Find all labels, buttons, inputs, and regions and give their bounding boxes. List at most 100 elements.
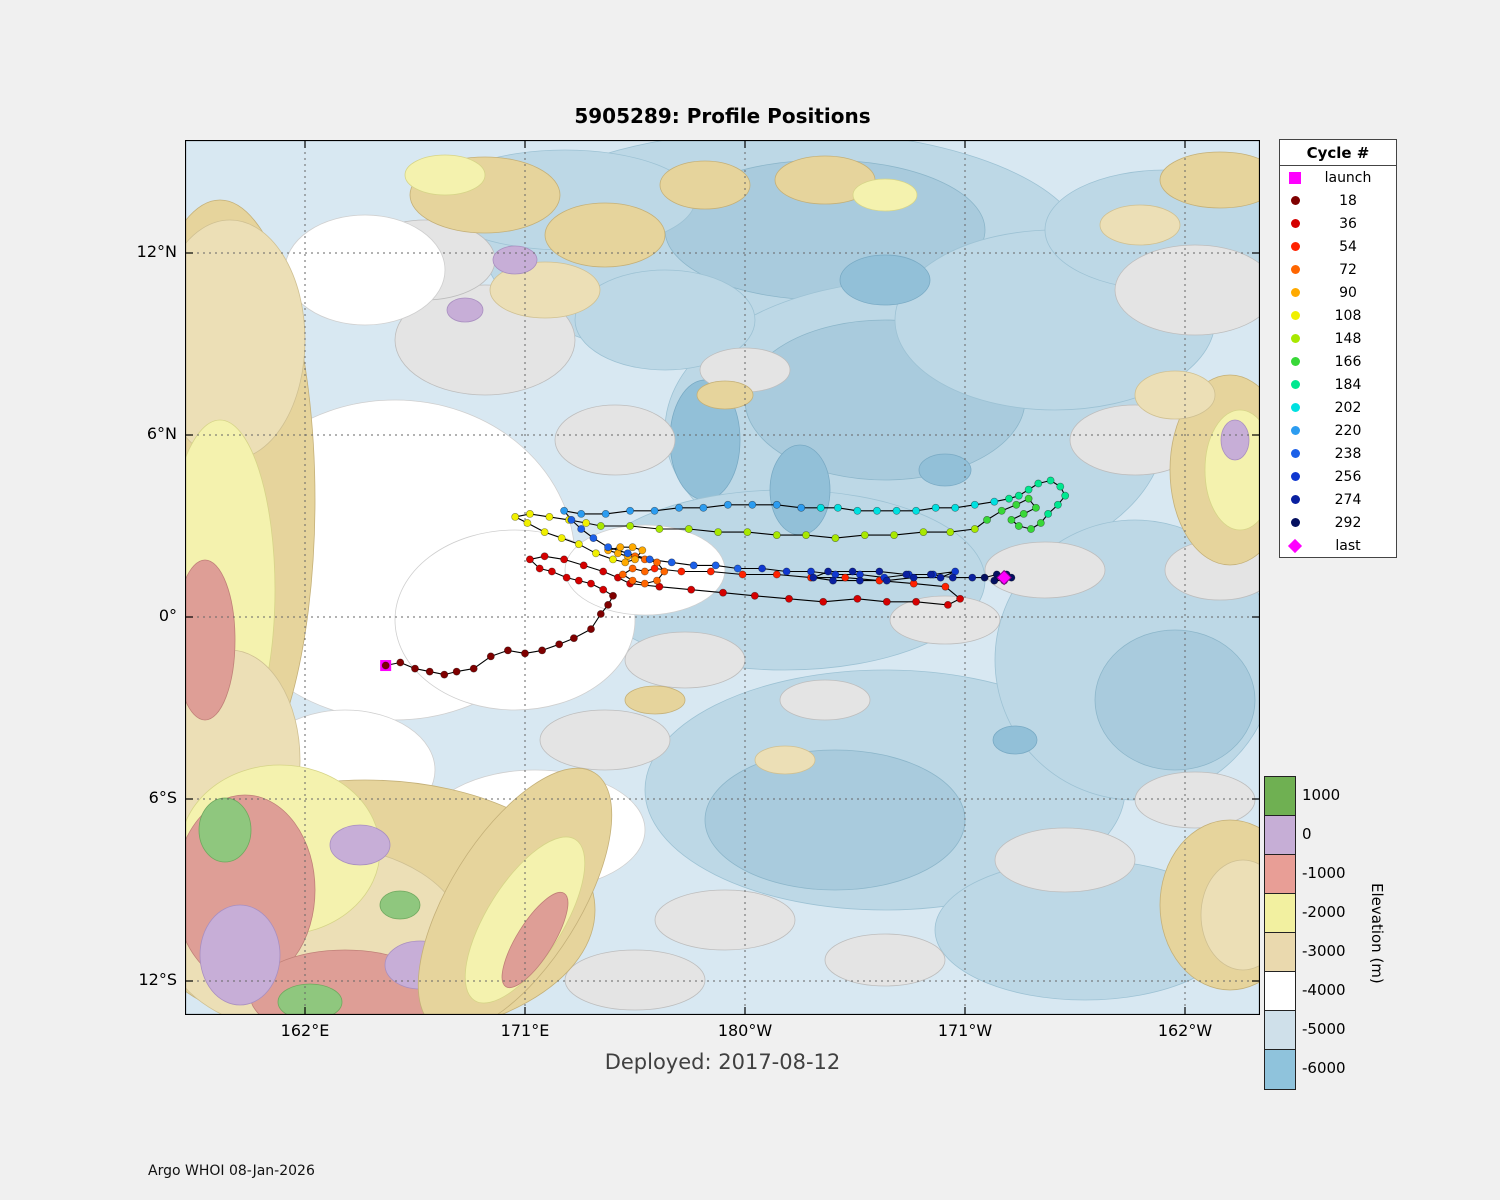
legend-entry-label: 72 (1339, 261, 1357, 278)
profile-marker (1036, 519, 1045, 527)
profile-marker (621, 558, 630, 567)
profile-marker (912, 506, 920, 515)
y-tick-label: 12°N (136, 242, 177, 261)
last-marker (996, 569, 1012, 586)
map-plot (185, 140, 1260, 1015)
profile-marker (882, 576, 891, 585)
legend-entry-label: 54 (1339, 238, 1357, 255)
profile-marker (660, 567, 669, 576)
x-tick-label: 162°W (1157, 1021, 1213, 1040)
profile-marker (841, 573, 850, 582)
profile-marker (980, 573, 989, 582)
legend-entry-label: 256 (1334, 468, 1362, 485)
profile-marker (968, 573, 977, 582)
legend-entry: 292 (1280, 511, 1396, 534)
profile-marker (733, 564, 742, 573)
profile-marker (604, 600, 612, 609)
legend-marker-cell (1280, 518, 1310, 527)
profile-marker (511, 512, 520, 521)
legend-entry: 72 (1280, 258, 1396, 281)
profile-marker (944, 600, 952, 609)
profile-marker (687, 585, 696, 594)
colorbar-tick-label: -3000 (1302, 942, 1346, 960)
legend-entry: 36 (1280, 212, 1396, 235)
profile-marker (521, 649, 529, 658)
profile-marker (860, 531, 869, 539)
profile-marker (1044, 509, 1052, 518)
legend-entry: 108 (1280, 304, 1396, 327)
profile-marker (628, 543, 637, 552)
profile-marker (582, 519, 590, 527)
profile-marker (628, 564, 637, 573)
legend-entry-label: 90 (1339, 284, 1357, 301)
profile-marker (579, 561, 588, 570)
profile-marker (1024, 485, 1033, 494)
profile-marker (628, 576, 637, 585)
profile-marker (596, 522, 605, 530)
profile-marker (650, 506, 659, 515)
legend-entry-label: 108 (1334, 307, 1362, 324)
profile-marker (1032, 503, 1040, 512)
profile-marker (699, 503, 708, 512)
profile-marker (946, 528, 955, 536)
legend-marker-cell (1280, 196, 1310, 205)
legend-marker-90 (1290, 288, 1300, 297)
profile-marker (538, 646, 546, 655)
y-tick-label: 12°S (138, 970, 177, 989)
profile-marker (743, 528, 752, 536)
profile-marker (990, 576, 999, 585)
profile-marker (667, 558, 676, 567)
page-title: 5905289: Profile Positions (574, 104, 871, 128)
profile-marker (440, 670, 449, 679)
legend-entry: launch (1280, 166, 1396, 189)
profile-marker (525, 509, 534, 518)
legend-marker-108 (1290, 311, 1300, 320)
legend-entry: 256 (1280, 465, 1396, 488)
legend-entry: last (1280, 534, 1396, 557)
legend-entry-label: 220 (1334, 422, 1362, 439)
legend-rows: launch 18 36 54 72 90 108 148 166 184 202 220 238 256… (1280, 166, 1396, 557)
profile-marker (890, 531, 898, 539)
legend-marker-cell (1280, 288, 1310, 297)
profile-marker (772, 500, 781, 509)
profile-marker (997, 506, 1006, 515)
profile-marker (951, 503, 960, 512)
y-tick-label: 6°S (148, 788, 177, 807)
legend-marker-36 (1290, 219, 1300, 228)
profile-marker (616, 543, 625, 552)
profile-marker (853, 594, 862, 603)
profile-marker (1024, 494, 1033, 503)
legend-marker-18 (1290, 196, 1300, 205)
profile-marker (931, 503, 940, 512)
profile-marker (1014, 522, 1023, 530)
colorbar-tick-label: -1000 (1302, 864, 1346, 882)
profile-marker (724, 500, 732, 509)
profile-marker (640, 567, 649, 576)
legend-entry-label: last (1335, 537, 1361, 554)
colorbar-segment (1265, 1011, 1295, 1050)
legend-entry-label: 18 (1339, 192, 1357, 209)
profile-marker (834, 503, 842, 512)
profile-marker (599, 567, 608, 576)
legend-marker-cell (1280, 538, 1310, 553)
profile-marker (653, 576, 661, 585)
profile-marker (675, 503, 683, 512)
x-tick-label: 171°E (500, 1021, 550, 1040)
legend-marker-cell (1280, 334, 1310, 343)
colorbar-segment (1265, 972, 1295, 1011)
elevation-colorbar (1264, 776, 1296, 1090)
legend-entry-label: 184 (1334, 376, 1362, 393)
profile-marker (1061, 491, 1070, 500)
profile-marker (523, 519, 532, 527)
profile-marker (569, 634, 578, 643)
profile-marker (892, 506, 901, 515)
profile-marker (856, 576, 864, 585)
profile-marker (557, 534, 566, 542)
plot-border (185, 140, 1260, 1015)
profile-marker (948, 573, 957, 582)
profile-marker (574, 576, 583, 585)
profile-marker (772, 570, 781, 579)
legend-marker-cell (1280, 357, 1310, 366)
profile-marker (819, 597, 828, 606)
